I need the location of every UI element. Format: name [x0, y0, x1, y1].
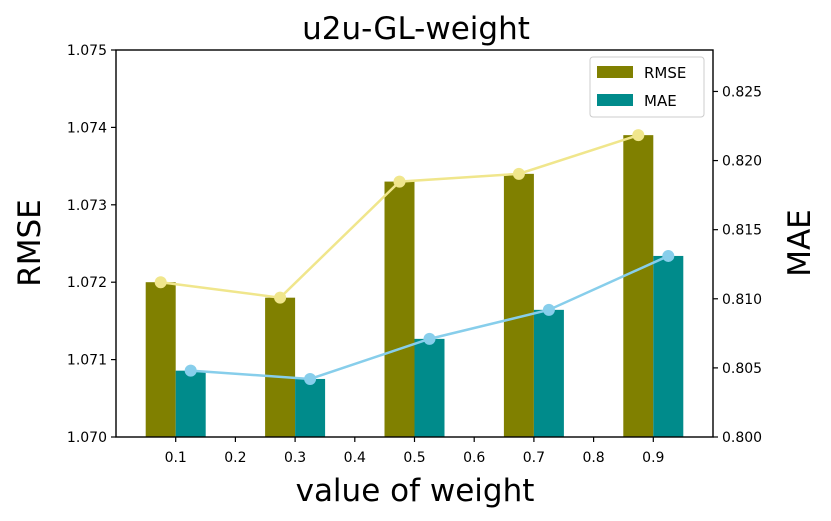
left-tick-label-2: 1.071 [67, 353, 107, 369]
x-tick-label-7: 0.7 [523, 450, 545, 466]
bars-layer [145, 135, 684, 437]
left-tick-label-4: 1.073 [67, 198, 107, 214]
x-axis: 0.1 0.2 0.3 0.4 0.5 0.6 0.7 0.8 0.9 [165, 437, 664, 466]
legend-label-mae: MAE [644, 92, 677, 110]
right-tick-label-4: 0.815 [722, 223, 762, 239]
x-tick-label-4: 0.4 [344, 450, 366, 466]
bar-mae-1 [175, 370, 206, 437]
left-tick-label-5: 1.074 [67, 120, 107, 136]
point-rmse-4 [512, 167, 525, 180]
legend: RMSE MAE [589, 56, 705, 118]
point-mae-4 [542, 303, 555, 316]
x-tick-label-3: 0.3 [284, 450, 306, 466]
point-mae-1 [184, 364, 197, 377]
right-y-axis: 0.800 0.805 0.810 0.815 0.820 0.825 [713, 84, 762, 446]
x-tick-label-8: 0.8 [582, 450, 604, 466]
x-tick-label-5: 0.5 [403, 450, 425, 466]
point-rmse-5 [632, 129, 645, 142]
x-tick-label-9: 0.9 [642, 450, 664, 466]
bar-mae-5 [653, 255, 684, 437]
left-y-axis: 1.070 1.071 1.072 1.073 1.074 1.075 [67, 43, 116, 446]
left-y-axis-label: RMSE [12, 199, 48, 287]
bar-rmse-2 [265, 297, 296, 437]
right-tick-label-5: 0.820 [722, 154, 762, 170]
bar-rmse-5 [623, 135, 654, 437]
point-rmse-1 [154, 276, 167, 289]
right-tick-label-3: 0.810 [722, 292, 762, 308]
right-tick-label-2: 0.805 [722, 361, 762, 377]
left-tick-label-3: 1.072 [67, 275, 107, 291]
legend-label-rmse: RMSE [644, 64, 686, 82]
bar-mae-4 [533, 309, 564, 437]
x-tick-label-1: 0.1 [165, 450, 187, 466]
legend-swatch-mae [597, 94, 633, 106]
right-y-axis-label: MAE [782, 209, 818, 277]
x-tick-label-6: 0.6 [463, 450, 485, 466]
left-tick-label-6: 1.075 [67, 43, 107, 59]
point-rmse-3 [393, 175, 406, 188]
x-tick-label-2: 0.2 [224, 450, 246, 466]
right-tick-label-6: 0.825 [722, 84, 762, 100]
bar-rmse-4 [503, 173, 534, 437]
left-tick-label-1: 1.070 [67, 430, 107, 446]
bar-rmse-1 [145, 282, 176, 437]
x-axis-label: value of weight [296, 473, 535, 509]
lines-layer [154, 129, 675, 385]
point-mae-2 [304, 372, 317, 385]
right-tick-label-1: 0.800 [722, 430, 762, 446]
bar-mae-2 [295, 378, 326, 437]
legend-swatch-rmse [597, 66, 633, 78]
bar-rmse-3 [384, 181, 415, 437]
point-mae-3 [423, 332, 436, 345]
point-mae-5 [662, 249, 675, 262]
point-rmse-2 [274, 291, 287, 304]
chart-title: u2u-GL-weight [302, 11, 530, 47]
bar-mae-3 [414, 338, 445, 437]
